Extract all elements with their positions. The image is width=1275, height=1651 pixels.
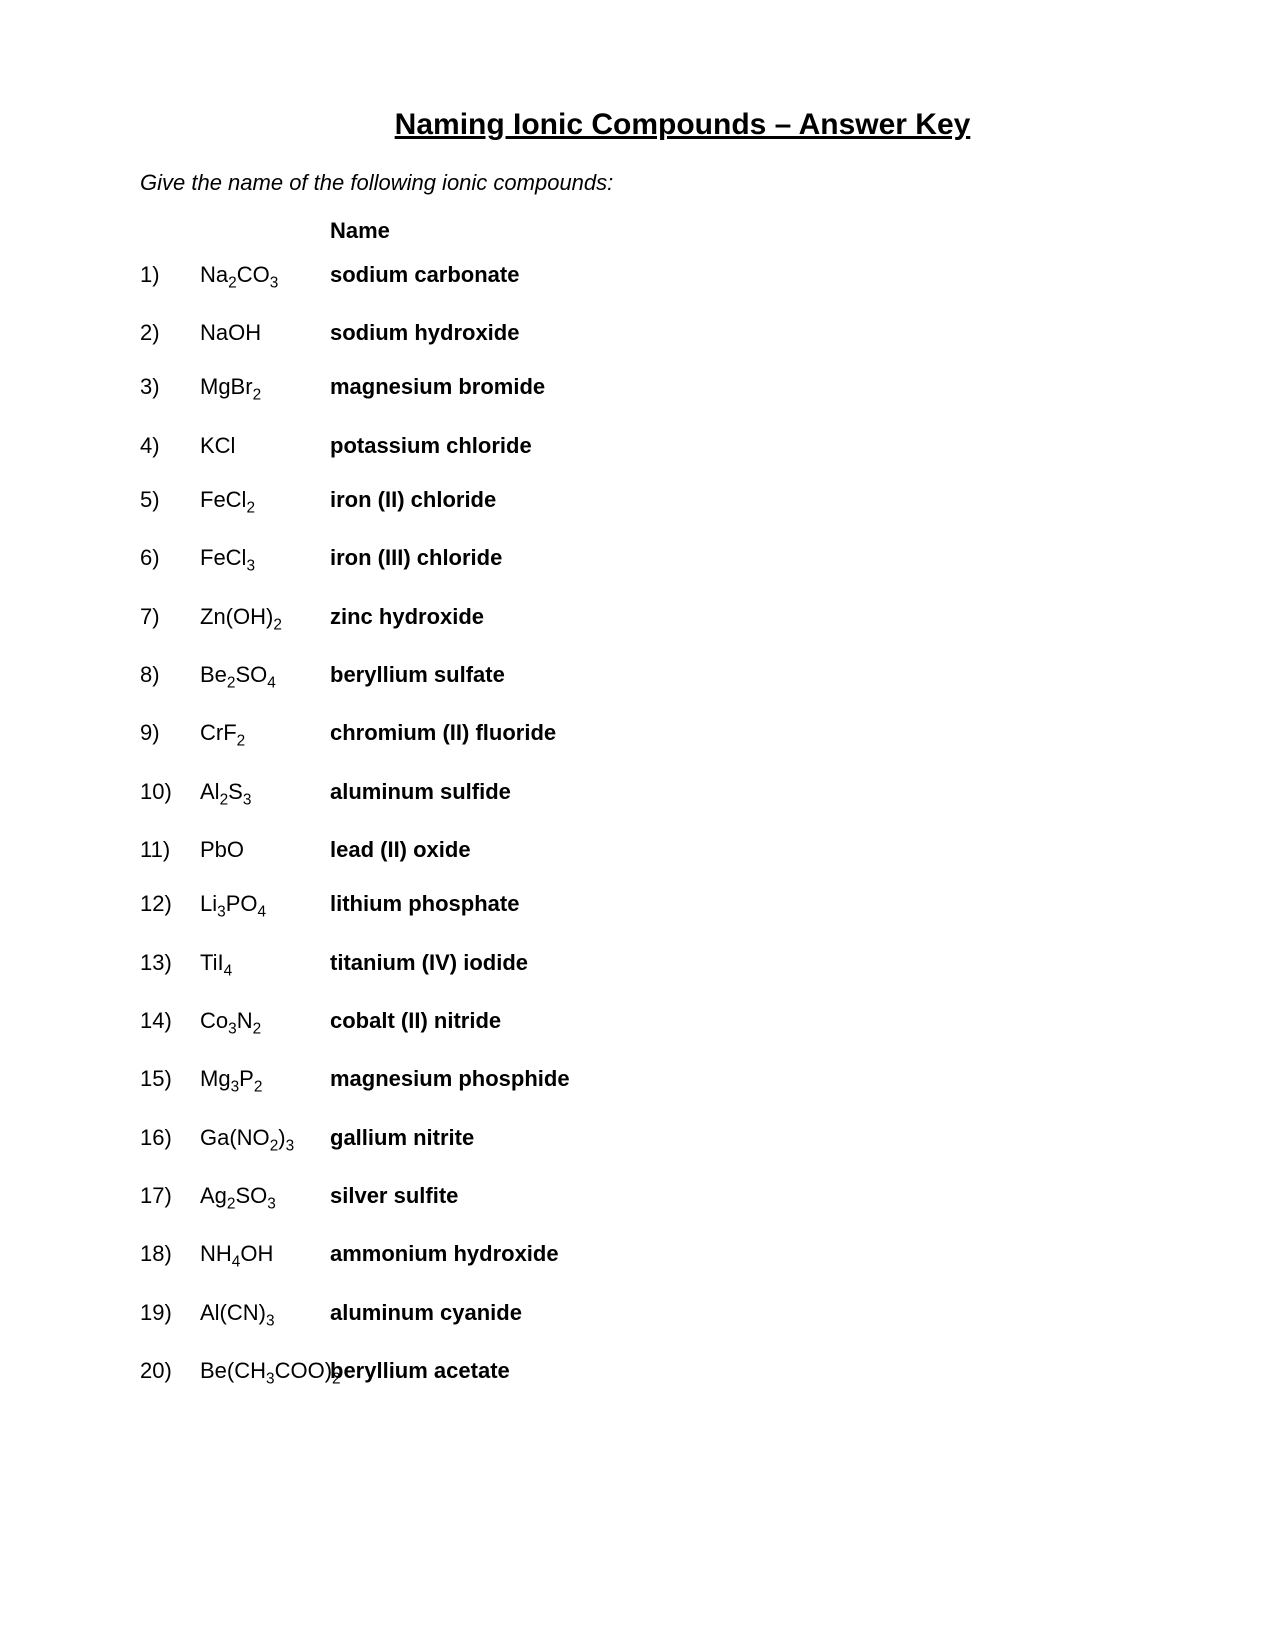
compound-row: 14)Co3N2cobalt (II) nitride — [140, 1008, 1135, 1038]
row-number: 8) — [140, 662, 200, 688]
compound-name: zinc hydroxide — [330, 604, 484, 630]
row-number: 2) — [140, 320, 200, 346]
column-header-row: Name — [140, 218, 1135, 244]
column-header-name: Name — [330, 218, 390, 244]
chemical-formula: Na2CO3 — [200, 262, 330, 292]
row-number: 17) — [140, 1183, 200, 1209]
row-number: 10) — [140, 779, 200, 805]
row-number: 15) — [140, 1066, 200, 1092]
chemical-formula: Ag2SO3 — [200, 1183, 330, 1213]
chemical-formula: Al(CN)3 — [200, 1300, 330, 1330]
chemical-formula: Al2S3 — [200, 779, 330, 809]
compound-name: iron (II) chloride — [330, 487, 496, 513]
compound-name: beryllium sulfate — [330, 662, 505, 688]
chemical-formula: Be(CH3COO)2 — [200, 1358, 330, 1388]
chemical-formula: Ga(NO2)3 — [200, 1125, 330, 1155]
compound-row: 17)Ag2SO3silver sulfite — [140, 1183, 1135, 1213]
row-number: 19) — [140, 1300, 200, 1326]
row-number: 20) — [140, 1358, 200, 1384]
row-number: 9) — [140, 720, 200, 746]
chemical-formula: CrF2 — [200, 720, 330, 750]
compound-name: beryllium acetate — [330, 1358, 510, 1384]
compound-name: potassium chloride — [330, 433, 532, 459]
compound-name: sodium hydroxide — [330, 320, 519, 346]
compound-name: lithium phosphate — [330, 891, 519, 917]
chemical-formula: FeCl3 — [200, 545, 330, 575]
compound-row: 16)Ga(NO2)3gallium nitrite — [140, 1125, 1135, 1155]
page-title: Naming Ionic Compounds – Answer Key — [140, 108, 1135, 142]
compound-name: iron (III) chloride — [330, 545, 502, 571]
compound-name: cobalt (II) nitride — [330, 1008, 501, 1034]
rows-container: 1)Na2CO3sodium carbonate 2)NaOHsodium hyd… — [140, 262, 1135, 1389]
compound-row: 9)CrF2chromium (II) fluoride — [140, 720, 1135, 750]
compound-row: 6)FeCl3iron (III) chloride — [140, 545, 1135, 575]
compound-name: silver sulfite — [330, 1183, 458, 1209]
row-number: 5) — [140, 487, 200, 513]
compound-name: aluminum cyanide — [330, 1300, 522, 1326]
chemical-formula: TiI4 — [200, 950, 330, 980]
compound-row: 11)PbOlead (II) oxide — [140, 837, 1135, 863]
compound-name: titanium (IV) iodide — [330, 950, 528, 976]
compound-row: 3)MgBr2magnesium bromide — [140, 374, 1135, 404]
chemical-formula: NaOH — [200, 320, 330, 346]
compound-name: magnesium phosphide — [330, 1066, 570, 1092]
row-number: 6) — [140, 545, 200, 571]
row-number: 14) — [140, 1008, 200, 1034]
instructions-text: Give the name of the following ionic com… — [140, 170, 1135, 196]
compound-row: 18)NH4OHammonium hydroxide — [140, 1241, 1135, 1271]
compound-row: 7)Zn(OH)2zinc hydroxide — [140, 604, 1135, 634]
compound-name: sodium carbonate — [330, 262, 519, 288]
chemical-formula: Be2SO4 — [200, 662, 330, 692]
chemical-formula: Li3PO4 — [200, 891, 330, 921]
compound-name: aluminum sulfide — [330, 779, 511, 805]
compound-row: 4)KClpotassium chloride — [140, 433, 1135, 459]
compound-row: 19)Al(CN)3aluminum cyanide — [140, 1300, 1135, 1330]
worksheet-page: Naming Ionic Compounds – Answer Key Give… — [0, 0, 1275, 1651]
compound-row: 1)Na2CO3sodium carbonate — [140, 262, 1135, 292]
row-number: 12) — [140, 891, 200, 917]
row-number: 18) — [140, 1241, 200, 1267]
compound-name: ammonium hydroxide — [330, 1241, 559, 1267]
chemical-formula: KCl — [200, 433, 330, 459]
compound-name: chromium (II) fluoride — [330, 720, 556, 746]
header-formula-spacer — [200, 218, 330, 244]
compound-row: 10)Al2S3aluminum sulfide — [140, 779, 1135, 809]
chemical-formula: Zn(OH)2 — [200, 604, 330, 634]
row-number: 16) — [140, 1125, 200, 1151]
chemical-formula: PbO — [200, 837, 330, 863]
chemical-formula: NH4OH — [200, 1241, 330, 1271]
row-number: 1) — [140, 262, 200, 288]
compound-row: 13)TiI4titanium (IV) iodide — [140, 950, 1135, 980]
chemical-formula: MgBr2 — [200, 374, 330, 404]
row-number: 3) — [140, 374, 200, 400]
compound-row: 12)Li3PO4lithium phosphate — [140, 891, 1135, 921]
compound-name: gallium nitrite — [330, 1125, 474, 1151]
compound-row: 8)Be2SO4beryllium sulfate — [140, 662, 1135, 692]
compound-row: 2)NaOHsodium hydroxide — [140, 320, 1135, 346]
row-number: 11) — [140, 837, 200, 863]
compound-name: magnesium bromide — [330, 374, 545, 400]
compound-name: lead (II) oxide — [330, 837, 471, 863]
compound-row: 5)FeCl2iron (II) chloride — [140, 487, 1135, 517]
compound-row: 15)Mg3P2magnesium phosphide — [140, 1066, 1135, 1096]
row-number: 7) — [140, 604, 200, 630]
row-number: 13) — [140, 950, 200, 976]
row-number: 4) — [140, 433, 200, 459]
chemical-formula: FeCl2 — [200, 487, 330, 517]
compound-row: 20)Be(CH3COO)2beryllium acetate — [140, 1358, 1135, 1388]
header-num-spacer — [140, 218, 200, 244]
chemical-formula: Co3N2 — [200, 1008, 330, 1038]
chemical-formula: Mg3P2 — [200, 1066, 330, 1096]
